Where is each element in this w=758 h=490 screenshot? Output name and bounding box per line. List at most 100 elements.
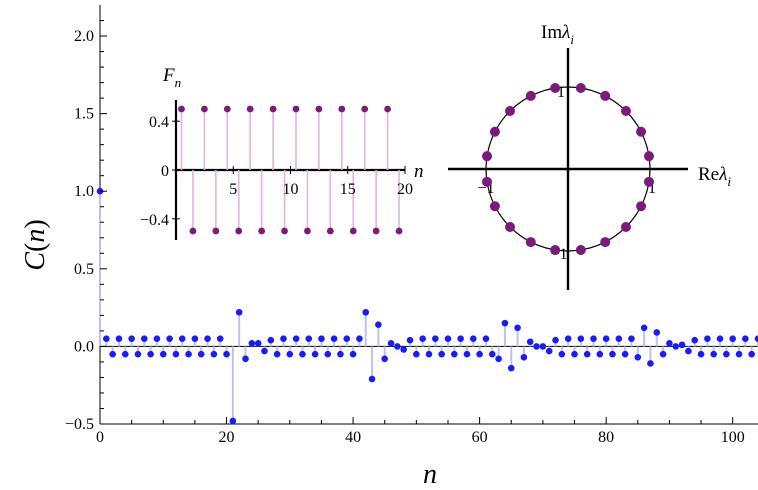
data-point	[292, 335, 300, 342]
main-ticks: 0 20 40 60 80 100−0.50.00.51.01.52.0	[65, 20, 745, 446]
inset-eig-point	[550, 83, 561, 94]
data-point	[343, 335, 351, 342]
data-point	[330, 335, 338, 342]
data-point	[640, 324, 648, 332]
data-point	[482, 335, 490, 342]
inset-eig-point	[575, 83, 586, 94]
inset-eig-point	[482, 151, 493, 162]
y-tick-label: 0.5	[74, 261, 94, 278]
x-tick-label: 20	[219, 429, 235, 446]
x-tick-label: 80	[598, 429, 614, 446]
inset-eig-xlabel-sub: i	[727, 174, 731, 189]
y-axis-label: C(n)	[20, 219, 51, 270]
data-point	[666, 340, 673, 347]
inset-fn-point	[292, 105, 300, 113]
data-point	[628, 335, 635, 342]
data-point	[311, 350, 319, 358]
data-point	[140, 335, 148, 342]
data-point	[248, 340, 256, 347]
inset-eig-point	[550, 244, 561, 255]
data-point	[387, 340, 395, 347]
data-point	[514, 324, 521, 332]
data-point	[533, 343, 540, 350]
inset-fn-point	[338, 105, 346, 113]
data-point	[210, 350, 218, 358]
inset-fn-point	[235, 227, 243, 235]
inset-eig-point	[600, 90, 611, 101]
inset-eig-point	[636, 126, 647, 137]
data-point	[520, 353, 528, 361]
data-point	[495, 355, 502, 363]
inset-fn-xlabel: n	[414, 161, 424, 182]
data-point	[659, 350, 667, 358]
inset-eig-point	[482, 176, 493, 187]
data-point	[280, 335, 287, 342]
data-point	[197, 350, 205, 358]
data-point	[337, 350, 344, 358]
inset-fn-point	[189, 227, 197, 235]
x-tick-label: 0	[96, 429, 104, 446]
inset-eig-point	[620, 221, 631, 232]
inset-eig-point	[643, 176, 654, 187]
data-point	[691, 336, 699, 344]
data-point	[318, 335, 325, 342]
y-tick-label: 2.0	[74, 28, 94, 45]
data-point	[564, 335, 572, 342]
data-point	[235, 308, 243, 316]
inset-fn-point	[395, 227, 403, 235]
y-tick-label: 1.5	[74, 106, 94, 123]
data-point	[267, 336, 275, 344]
data-point	[463, 350, 471, 358]
inset-eig-point	[505, 106, 516, 117]
inset-eigenvalue-plot: −1 11−1	[448, 48, 688, 290]
data-point	[103, 335, 110, 342]
data-point	[507, 364, 515, 372]
inset-eig-point	[600, 237, 611, 248]
main-plot-frame	[99, 5, 758, 425]
data-point	[742, 335, 749, 342]
inset-fn-point	[315, 105, 323, 113]
y-axis-label-c: C	[20, 252, 51, 271]
data-point	[621, 350, 629, 358]
inset-fn-point	[326, 227, 334, 235]
inset-fn-y-tick-label: 0	[161, 163, 169, 180]
data-point	[147, 350, 154, 358]
inset-fn-ylabel: Fn	[162, 65, 181, 90]
inset-fn-point	[281, 227, 288, 235]
data-point	[166, 335, 173, 342]
data-point	[590, 335, 597, 342]
inset-fn-point	[349, 227, 357, 235]
data-point	[153, 335, 161, 342]
y-axis-label-n: n	[20, 229, 51, 243]
inset-fn-point	[269, 105, 277, 113]
x-tick-label: 40	[345, 429, 361, 446]
inset-eig-point	[620, 106, 631, 117]
data-point	[754, 335, 758, 342]
data-point	[286, 350, 294, 358]
data-point	[735, 350, 743, 358]
data-point	[128, 335, 135, 342]
inset-fn-plot: 5 10 15 20 0.4 0 −0.4	[140, 100, 413, 240]
y-axis-label-rest: (	[20, 243, 51, 252]
data-point	[261, 347, 268, 355]
data-point	[349, 350, 357, 358]
data-point	[501, 319, 509, 327]
data-point	[653, 329, 661, 336]
data-point	[159, 350, 167, 358]
data-point	[438, 350, 445, 358]
inset-fn-y-tick-label: −0.4	[140, 212, 169, 229]
data-point	[216, 335, 224, 342]
inset-eig-point	[505, 221, 516, 232]
data-point	[109, 350, 116, 358]
data-point	[400, 346, 407, 353]
data-point	[526, 338, 534, 346]
inset-eig-point	[575, 244, 586, 255]
main-points	[96, 187, 758, 425]
data-point	[571, 350, 578, 358]
data-point	[451, 350, 458, 358]
inset-fn-point	[246, 105, 254, 113]
data-point	[596, 350, 604, 358]
data-point	[394, 343, 401, 350]
data-point	[457, 335, 464, 342]
data-point	[375, 321, 382, 328]
